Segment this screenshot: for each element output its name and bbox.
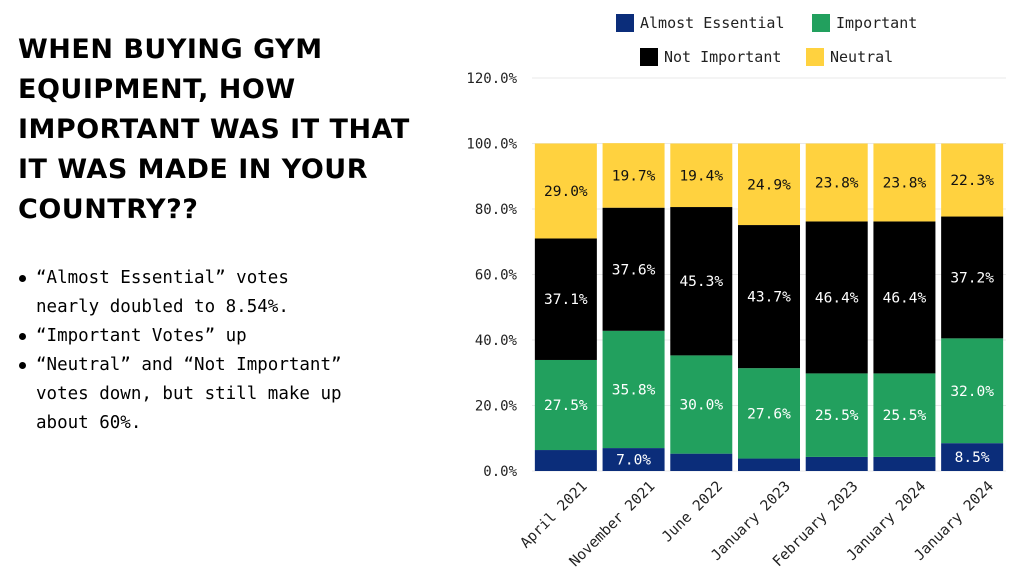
bar-segment-neutral xyxy=(941,143,1004,217)
bar-segment-important xyxy=(738,368,800,459)
data-label: 24.9% xyxy=(747,177,791,193)
data-label: 46.4% xyxy=(815,290,859,306)
legend-swatch xyxy=(806,48,824,66)
y-tick-label: 0.0% xyxy=(483,464,517,480)
bar-segment-not-important xyxy=(670,207,733,356)
stacked-bar-chart: Almost Essential Important Not Important Ne… xyxy=(466,14,1006,570)
data-label: 22.3% xyxy=(950,173,994,189)
data-label: 46.4% xyxy=(883,290,927,306)
bar-segment-almost-essential xyxy=(738,458,800,471)
data-label: 8.5% xyxy=(955,450,990,466)
data-labels: 27.5% 37.1% 29.0% 7.0% 35.8% 37.6% 19.7% 30.0% 4… xyxy=(544,168,994,468)
legend-label: Not Important xyxy=(664,48,781,66)
bar-segment-neutral xyxy=(873,143,936,222)
y-axis: 0.0% 20.0% 40.0% 60.0% 80.0% 100.0% 120.0% xyxy=(466,71,517,480)
bar-segment-not-important xyxy=(805,221,868,374)
data-label: 35.8% xyxy=(612,382,656,398)
bar-segment-almost-essential xyxy=(602,448,665,471)
legend-label: Neutral xyxy=(830,48,893,66)
bar-segment-not-important xyxy=(534,238,597,360)
summary-bullet: “Important Votes” up xyxy=(18,322,348,351)
bar-segment-not-important xyxy=(941,216,1004,339)
bar-segment-not-important xyxy=(873,221,936,374)
data-label: 27.5% xyxy=(544,398,588,414)
bar-segment-almost-essential xyxy=(534,450,597,471)
bar-segment-neutral xyxy=(738,143,800,226)
legend-label: Important xyxy=(836,14,917,32)
bar-segment-important xyxy=(534,359,597,451)
data-label: 30.0% xyxy=(679,398,723,414)
data-label: 43.7% xyxy=(747,290,791,306)
bar-stacks xyxy=(534,143,1004,471)
data-label: 19.4% xyxy=(679,168,723,184)
data-label: 29.0% xyxy=(544,184,588,200)
summary-bullet: “Almost Essential” votes nearly doubled … xyxy=(18,264,348,322)
bar-segment-important xyxy=(602,330,665,449)
summary-list: “Almost Essential” votes nearly doubled … xyxy=(18,264,348,438)
x-tick-label: April 2021 xyxy=(518,479,591,552)
y-tick-label: 60.0% xyxy=(475,268,518,284)
bar-segment-neutral xyxy=(670,143,733,208)
legend-swatch xyxy=(616,14,634,32)
data-label: 45.3% xyxy=(679,274,723,290)
data-label: 37.1% xyxy=(544,292,588,308)
data-label: 27.6% xyxy=(747,406,791,422)
bar-segment-almost-essential xyxy=(670,453,733,471)
bar-segment-almost-essential xyxy=(873,456,936,471)
y-tick-label: 100.0% xyxy=(466,137,517,153)
y-tick-label: 120.0% xyxy=(466,71,517,87)
legend-label: Almost Essential xyxy=(640,14,785,32)
legend-swatch xyxy=(812,14,830,32)
x-tick-label: June 2022 xyxy=(659,479,726,546)
y-tick-label: 40.0% xyxy=(475,333,518,349)
bar-segment-important xyxy=(805,373,868,457)
data-label: 25.5% xyxy=(883,408,927,424)
data-label: 37.2% xyxy=(950,270,994,286)
bar-segment-important xyxy=(873,373,936,457)
legend-swatch xyxy=(640,48,658,66)
data-label: 37.6% xyxy=(612,262,656,278)
bar-segment-almost-essential xyxy=(805,456,868,471)
bar-segment-not-important xyxy=(738,225,800,369)
bar-segment-neutral xyxy=(602,143,665,208)
y-tick-label: 20.0% xyxy=(475,399,518,415)
data-label: 25.5% xyxy=(815,408,859,424)
data-label: 23.8% xyxy=(883,175,927,191)
bar-segment-not-important xyxy=(602,207,665,331)
bar-segment-neutral xyxy=(805,143,868,222)
bar-segment-almost-essential xyxy=(941,443,1004,471)
bar-segment-neutral xyxy=(534,143,597,239)
data-label: 23.8% xyxy=(815,175,859,191)
data-label: 7.0% xyxy=(616,453,651,469)
bar-segment-important xyxy=(941,338,1004,444)
summary-bullet: “Neutral” and “Not Important” votes down… xyxy=(18,351,348,438)
data-label: 19.7% xyxy=(612,168,656,184)
chart-title: WHEN BUYING GYM EQUIPMENT, HOW IMPORTANT… xyxy=(18,34,410,225)
bar-segment-important xyxy=(670,355,733,454)
y-tick-label: 80.0% xyxy=(475,202,518,218)
data-label: 32.0% xyxy=(950,384,994,400)
chart-legend: Almost Essential Important Not Important Ne… xyxy=(616,14,917,66)
